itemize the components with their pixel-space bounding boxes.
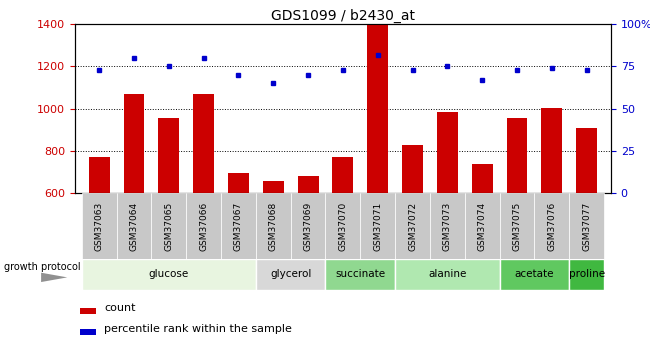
Bar	[472, 164, 493, 193]
Text: GSM37071: GSM37071	[373, 201, 382, 250]
Bar	[430, 193, 465, 259]
Bar	[221, 193, 256, 259]
Bar	[332, 157, 354, 193]
Text: GSM37077: GSM37077	[582, 201, 591, 250]
Text: GSM37073: GSM37073	[443, 201, 452, 250]
Text: GSM37068: GSM37068	[268, 201, 278, 250]
Bar	[437, 112, 458, 193]
Text: proline: proline	[569, 269, 604, 279]
Text: GSM37067: GSM37067	[234, 201, 243, 250]
Bar	[360, 193, 395, 259]
Bar	[569, 193, 604, 259]
Text: GSM37074: GSM37074	[478, 201, 487, 250]
Text: GSM37066: GSM37066	[199, 201, 208, 250]
Bar	[80, 308, 96, 314]
Text: percentile rank within the sample: percentile rank within the sample	[104, 324, 292, 334]
Text: succinate: succinate	[335, 269, 385, 279]
Text: GSM37072: GSM37072	[408, 201, 417, 250]
Bar	[256, 259, 326, 290]
Text: GSM37076: GSM37076	[547, 201, 556, 250]
Bar	[500, 193, 534, 259]
Bar	[116, 193, 151, 259]
Text: GSM37075: GSM37075	[512, 201, 521, 250]
Bar	[193, 94, 214, 193]
Bar	[228, 173, 249, 193]
Text: growth protocol: growth protocol	[4, 263, 81, 273]
Bar	[569, 259, 604, 290]
Text: count: count	[104, 303, 136, 313]
Bar	[326, 259, 395, 290]
Bar	[576, 128, 597, 193]
Text: GSM37070: GSM37070	[339, 201, 347, 250]
Bar	[256, 193, 291, 259]
Bar	[291, 193, 326, 259]
Title: GDS1099 / b2430_at: GDS1099 / b2430_at	[271, 9, 415, 23]
Bar	[82, 193, 116, 259]
Bar	[298, 176, 318, 193]
Text: alanine: alanine	[428, 269, 467, 279]
Text: GSM37064: GSM37064	[129, 201, 138, 250]
Bar	[395, 193, 430, 259]
Bar	[159, 118, 179, 193]
Bar	[534, 193, 569, 259]
Bar	[500, 259, 569, 290]
Bar	[395, 259, 500, 290]
Bar	[326, 193, 360, 259]
Bar	[88, 157, 110, 193]
Text: GSM37069: GSM37069	[304, 201, 313, 250]
Bar	[541, 108, 562, 193]
Text: acetate: acetate	[515, 269, 554, 279]
Bar	[124, 94, 144, 193]
Bar	[465, 193, 500, 259]
Bar	[367, 24, 388, 193]
Text: glucose: glucose	[149, 269, 189, 279]
Bar	[80, 328, 96, 335]
Text: GSM37063: GSM37063	[95, 201, 103, 250]
Bar	[506, 118, 527, 193]
Bar	[186, 193, 221, 259]
Text: GSM37065: GSM37065	[164, 201, 174, 250]
Polygon shape	[41, 273, 68, 282]
Bar	[151, 193, 186, 259]
Bar	[82, 259, 256, 290]
Bar	[263, 180, 283, 193]
Text: glycerol: glycerol	[270, 269, 311, 279]
Bar	[402, 145, 423, 193]
